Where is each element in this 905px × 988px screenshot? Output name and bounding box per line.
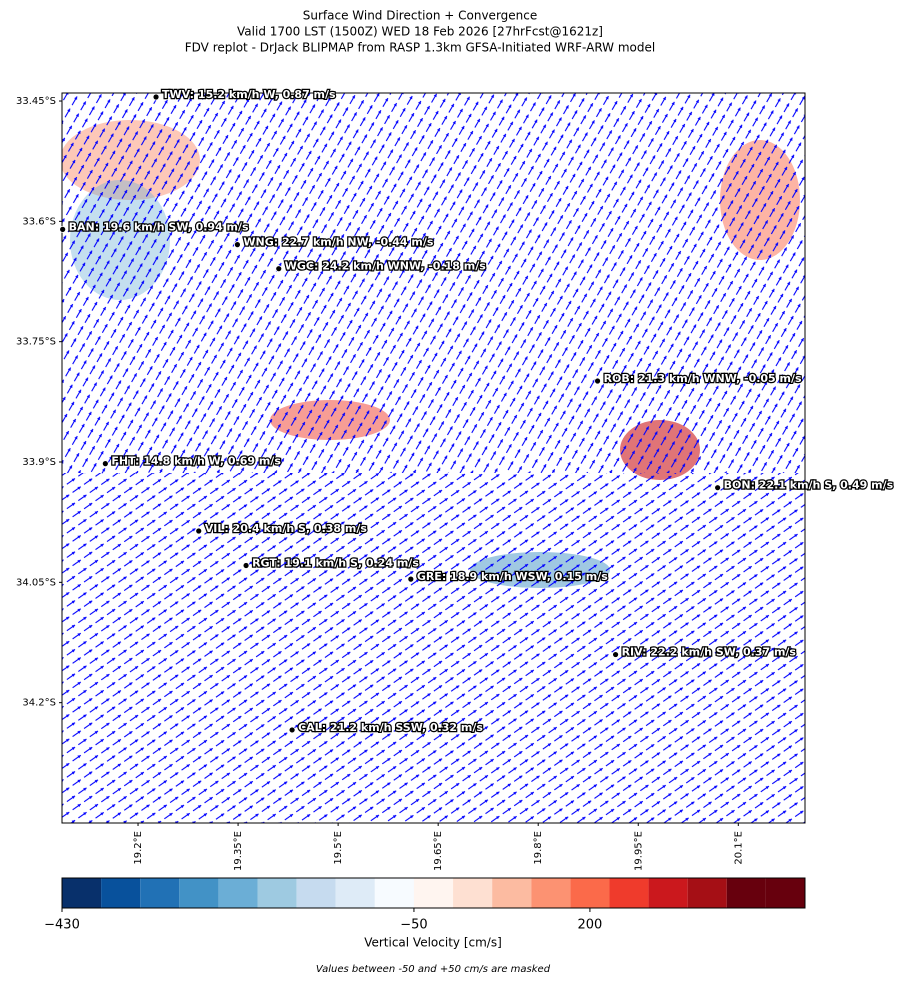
x-tick-label: 20.1°E — [733, 831, 744, 865]
title-line: Valid 1700 LST (1500Z) WED 18 Feb 2026 [… — [237, 25, 603, 39]
station-label: BAN: 19.6 km/h SW, 0.94 m/s — [69, 220, 249, 233]
colorbar-frame — [61, 877, 806, 909]
station-dot — [101, 460, 109, 468]
colorbar-bin — [687, 878, 727, 908]
colorbar-bin — [492, 878, 532, 908]
station-label: WNG: 22.7 km/h NW, -0.44 m/s — [243, 236, 433, 249]
station-dot — [234, 241, 241, 249]
y-tick-label: 34.05°S — [16, 577, 56, 588]
x-tick-label: 19.5°E — [333, 831, 344, 865]
x-tick-label: 19.95°E — [633, 831, 644, 871]
colorbar-bin — [218, 878, 258, 908]
colorbar-bin — [62, 878, 102, 908]
colorbar-bin — [257, 878, 297, 908]
colorbar-bin — [609, 878, 649, 908]
note: Values between -50 and +50 cm/s are mask… — [316, 964, 551, 975]
colorbar-tick-label: −430 — [44, 918, 80, 933]
station-label: ROB: 21.3 km/h WNW, -0.05 m/s — [604, 372, 802, 385]
colorbar-bin — [726, 878, 766, 908]
x-tick-label: 19.65°E — [433, 831, 444, 871]
colorbar-bin — [140, 878, 180, 908]
y-tick-label: 34.2°S — [22, 698, 56, 709]
colorbar-bin — [335, 878, 375, 908]
station-dot — [288, 726, 296, 734]
colorbar-tick-label: 200 — [578, 918, 603, 933]
station-label: CAL: 21.2 km/h SSW, 0.32 m/s — [298, 721, 483, 734]
colorbar-bin — [413, 878, 454, 908]
station-dot — [242, 562, 250, 569]
y-tick-label: 33.45°S — [16, 96, 56, 107]
map-frame — [61, 92, 806, 824]
wind-field — [62, 93, 805, 823]
x-tick-label: 19.2°E — [133, 831, 144, 865]
station-dot — [59, 225, 67, 233]
colorbar-label: Vertical Velocity [cm/s] — [364, 936, 502, 950]
station-label: RGT: 19.1 km/h S, 0.24 m/s — [252, 556, 419, 569]
colorbar-bin — [453, 878, 493, 908]
colorbar-tick-label: −50 — [400, 918, 427, 933]
station-dot — [594, 377, 601, 385]
x-tick-label: 19.35°E — [233, 831, 244, 871]
station-label: WGC: 24.2 km/h WNW, -0.18 m/s — [285, 260, 486, 273]
station-label: TWV: 15.2 km/h W, 0.87 m/s — [162, 88, 336, 101]
x-tick-label: 19.8°E — [533, 831, 544, 865]
colorbar-bin — [531, 878, 571, 908]
station-label: RIV: 22.2 km/h SW, 0.37 m/s — [622, 646, 797, 659]
colorbar-bin — [296, 878, 336, 908]
station-label: BON: 22.1 km/h S, 0.49 m/s — [724, 479, 894, 492]
station-label: VIL: 20.4 km/h S, 0.38 m/s — [205, 522, 368, 535]
colorbar-bin — [101, 878, 141, 908]
station-label: FHT: 14.8 km/h W, 0.69 m/s — [111, 455, 281, 468]
title-line: Surface Wind Direction + Convergence — [303, 9, 538, 23]
station-label: GRE: 18.9 km/h WSW, 0.15 m/s — [417, 570, 608, 583]
title-line: FDV replot - DrJack BLIPMAP from RASP 1.… — [185, 41, 655, 55]
station-dot — [152, 93, 160, 101]
colorbar-bin — [374, 878, 414, 908]
colorbar-bin — [179, 878, 219, 908]
colorbar-bin — [570, 878, 610, 908]
station-dot — [612, 651, 619, 658]
y-tick-label: 33.75°S — [16, 337, 56, 348]
y-tick-label: 33.6°S — [22, 216, 56, 227]
station-dot — [195, 527, 203, 535]
y-tick-label: 33.9°S — [22, 457, 56, 468]
station-dot — [407, 575, 415, 583]
colorbar-bin — [765, 878, 805, 908]
station-dot — [714, 484, 722, 492]
station-dot — [275, 265, 283, 273]
colorbar-bin — [648, 878, 688, 908]
